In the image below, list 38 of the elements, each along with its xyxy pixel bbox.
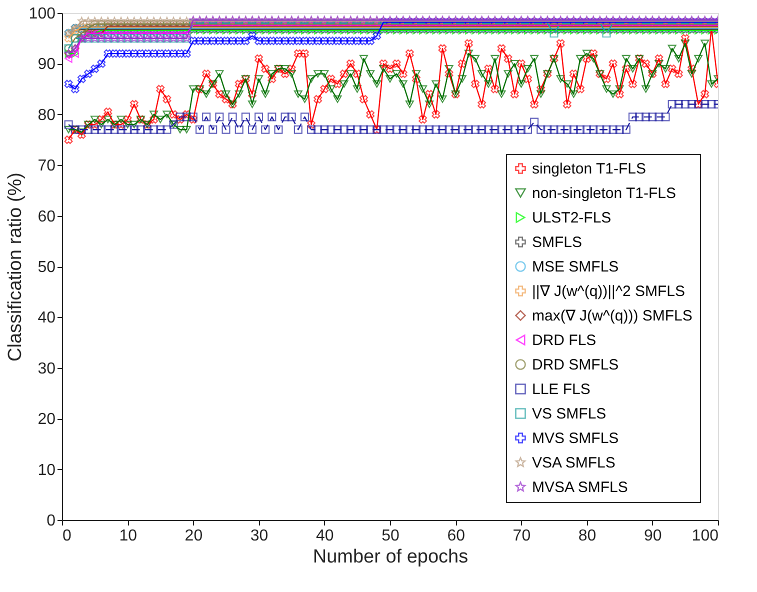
y-tick-label: 50 [38,259,56,276]
x-tick-label: 60 [447,528,466,544]
y-tick-label: 70 [38,158,56,175]
x-tick-label: 50 [382,528,400,544]
legend-label: DRD FLS [532,332,596,349]
legend-label: MSE SMFLS [532,258,619,276]
legend-label: SMFLS [532,234,582,251]
legend-label: non-singleton T1-FLS [532,185,676,202]
x-tick-label: 20 [184,528,203,544]
x-tick-label: 30 [250,528,268,544]
y-axis-title: Classification ratio (%) [4,172,26,362]
legend-label: singleton T1-FLS [532,160,646,178]
y-tick-label: 20 [38,411,56,428]
legend-label: DRD SMFLS [532,356,619,374]
y-tick-label: 0 [46,512,56,530]
legend-label: VSA SMFLS [532,454,616,472]
legend-label: VS SMFLS [532,406,606,422]
legend-label: ||∇ J(w^(q))||^2 SMFLS [532,283,686,300]
x-tick-label: 80 [578,528,596,544]
x-tick-label: 70 [512,528,531,544]
y-tick-label: 80 [38,106,56,124]
x-tick-label: 0 [62,528,72,544]
legend-label: LLE FLS [532,381,590,398]
y-tick-label: 90 [38,56,56,74]
legend-label: MVSA SMFLS [532,479,628,496]
legend-label: ULST2-FLS [532,210,612,226]
y-tick-label: 30 [38,360,56,378]
x-axis-title: Number of epochs [312,546,468,568]
x-tick-label: 100 [692,528,719,544]
x-tick-label: 10 [119,528,138,544]
x-tick-label: 90 [644,528,662,544]
legend-label: max(∇ J(w^(q))) SMFLS [532,308,692,324]
y-tick-label: 100 [28,6,56,22]
x-tick-label: 40 [316,528,334,544]
y-tick-label: 40 [38,310,56,327]
y-tick-label: 60 [38,208,56,226]
y-tick-label: 10 [38,462,56,479]
legend-label: MVS SMFLS [532,430,619,447]
